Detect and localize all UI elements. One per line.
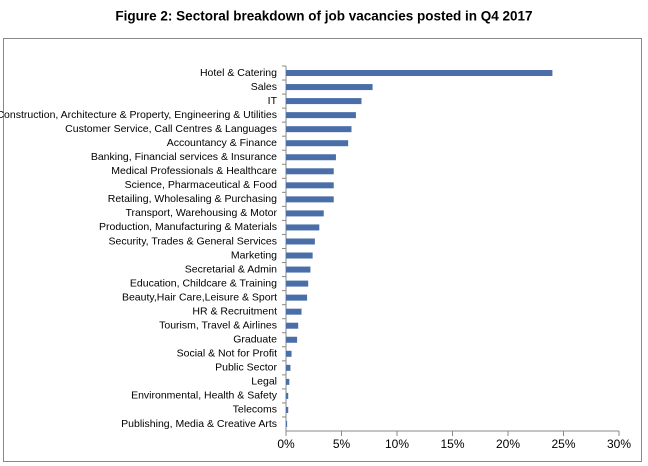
y-tick-label: HR & Recruitment xyxy=(192,305,277,317)
y-tick-label: Legal xyxy=(251,376,277,388)
bar xyxy=(286,112,356,119)
y-tick-label: Tourism, Travel & Airlines xyxy=(159,319,277,331)
bar xyxy=(286,154,336,161)
bar xyxy=(286,364,291,371)
y-tick-label: Beauty,Hair Care,Leisure & Sport xyxy=(122,291,277,303)
x-tick-label: 20% xyxy=(496,437,520,451)
y-tick-label: Construction, Architecture & Property, E… xyxy=(0,109,277,121)
y-tick-label: Environmental, Health & Safety xyxy=(131,390,278,402)
y-tick-label: Secretarial & Admin xyxy=(185,263,277,275)
bar xyxy=(286,252,313,259)
bar xyxy=(286,336,298,343)
bar xyxy=(286,70,553,77)
y-tick-label: Marketing xyxy=(231,249,277,261)
y-tick-label: Graduate xyxy=(233,334,277,346)
y-tick-label: Sales xyxy=(251,81,277,93)
y-tick-label: Hotel & Catering xyxy=(200,67,277,79)
y-tick-label: Public Sector xyxy=(215,362,277,374)
y-tick-label: Transport, Warehousing & Motor xyxy=(125,207,277,219)
y-tick-label: Publishing, Media & Creative Arts xyxy=(121,418,277,430)
bar xyxy=(286,392,289,399)
bar xyxy=(286,140,349,147)
bar xyxy=(286,98,362,105)
x-tick-label: 5% xyxy=(333,437,351,451)
x-tick-label: 15% xyxy=(440,437,464,451)
bar xyxy=(286,196,334,203)
bar xyxy=(286,210,324,217)
bar xyxy=(286,238,315,245)
y-tick-label: Social & Not for Profit xyxy=(177,348,277,360)
bar xyxy=(286,322,299,329)
x-tick-label: 10% xyxy=(385,437,409,451)
y-tick-label: Security, Trades & General Services xyxy=(109,235,277,247)
bar xyxy=(286,182,334,189)
y-tick-label: Accountancy & Finance xyxy=(167,137,277,149)
y-tick-label: Medical Professionals & Healthcare xyxy=(111,165,277,177)
bar xyxy=(286,126,352,133)
bar xyxy=(286,84,373,91)
chart-title: Figure 2: Sectoral breakdown of job vaca… xyxy=(115,9,532,24)
y-tick-label: Science, Pharmaceutical & Food xyxy=(125,179,277,191)
y-tick-label: Telecoms xyxy=(233,404,277,416)
bar xyxy=(286,168,334,175)
bar xyxy=(286,280,309,287)
y-tick-label: Education, Childcare & Training xyxy=(130,277,277,289)
bar xyxy=(286,266,311,273)
bar xyxy=(286,224,320,231)
bar xyxy=(286,294,308,301)
y-tick-label: Retailing, Wholesaling & Purchasing xyxy=(108,193,277,205)
bar xyxy=(286,308,302,315)
y-tick-label: Customer Service, Call Centres & Languag… xyxy=(65,123,277,135)
y-tick-label: Production, Manufacturing & Materials xyxy=(99,221,277,233)
bar xyxy=(286,406,289,413)
x-tick-label: 0% xyxy=(277,437,295,451)
bar xyxy=(286,420,288,427)
chart-border xyxy=(3,38,642,462)
bar xyxy=(286,378,290,385)
x-tick-label: 30% xyxy=(607,437,631,451)
y-tick-label: IT xyxy=(268,95,278,107)
y-tick-label: Banking, Financial services & Insurance xyxy=(91,151,277,163)
bar xyxy=(286,350,292,357)
x-tick-label: 25% xyxy=(551,437,575,451)
